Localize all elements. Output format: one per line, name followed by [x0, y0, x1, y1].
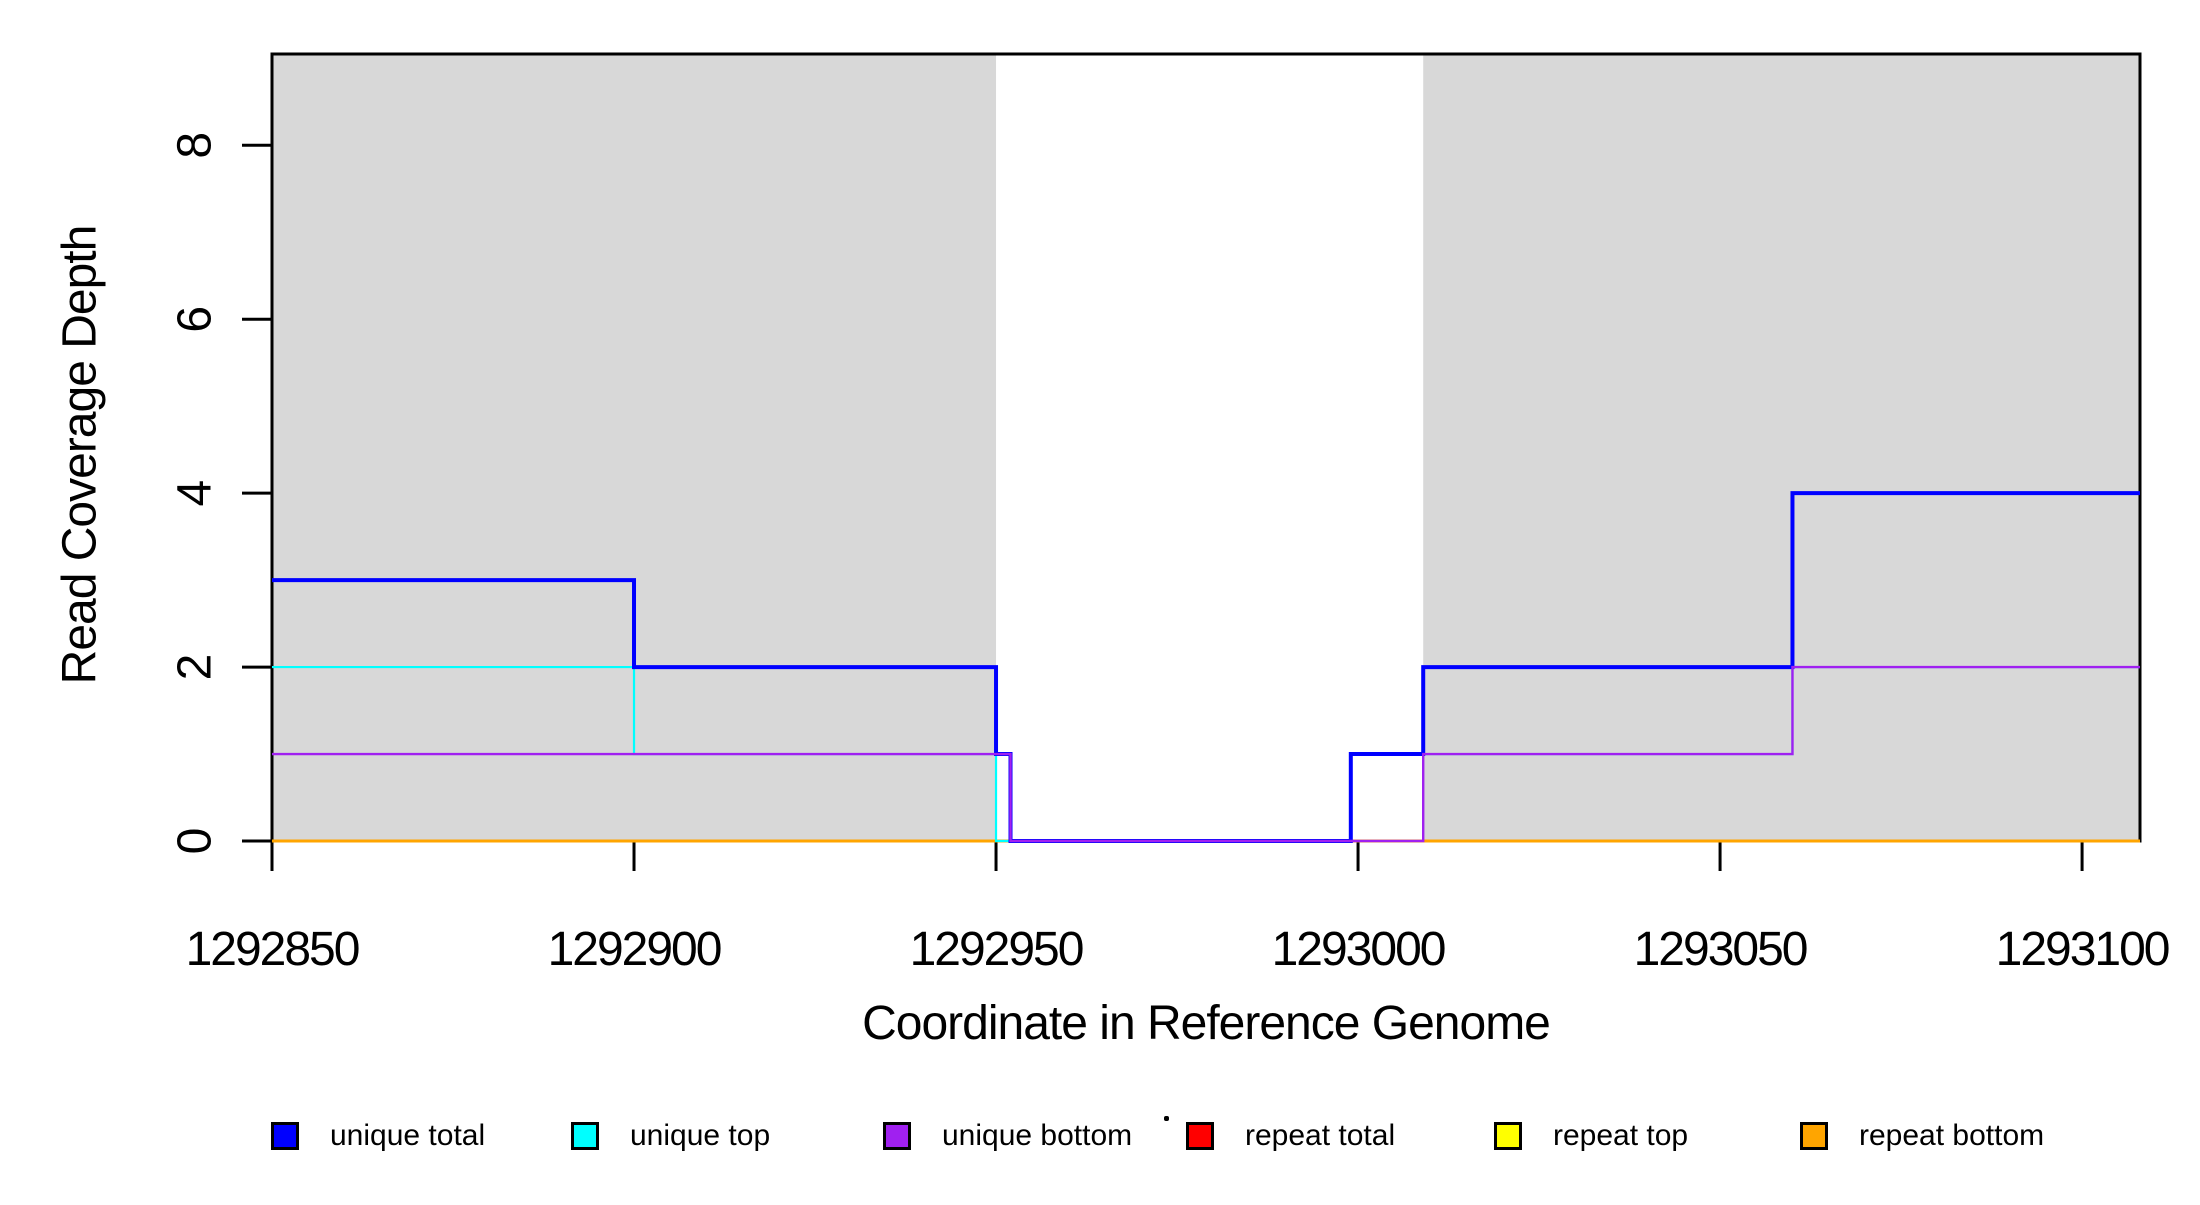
- right-coverage-block: [1423, 55, 2140, 841]
- x-tick-label: 1292850: [186, 923, 359, 976]
- legend-item-unique-top: unique top: [571, 1118, 770, 1154]
- x-tick-label: 1293000: [1272, 923, 1445, 976]
- stray-dot-mark: .: [1164, 1116, 1169, 1121]
- y-axis-title: Read Coverage Depth: [53, 225, 107, 685]
- legend-item-unique-bottom: unique bottom: [883, 1118, 1132, 1154]
- legend-item-repeat-top: repeat top: [1494, 1118, 1688, 1154]
- legend-label: unique total: [330, 1119, 486, 1152]
- legend-swatch-unique-bottom: [883, 1122, 911, 1150]
- x-tick-label: 1293050: [1634, 923, 1807, 976]
- legend: unique total unique top unique bottom repea…: [0, 1118, 2200, 1154]
- legend-item-repeat-total: repeat total: [1186, 1118, 1395, 1154]
- x-tick-label: 1292950: [910, 923, 1083, 976]
- legend-swatch-repeat-top: [1494, 1122, 1522, 1150]
- legend-label: repeat bottom: [1859, 1119, 2045, 1152]
- legend-item-unique-total: unique total: [271, 1118, 485, 1154]
- y-tick-label: 8: [169, 132, 222, 159]
- legend-swatch-repeat-total: [1186, 1122, 1214, 1150]
- x-axis-title: Coordinate in Reference Genome: [862, 997, 1551, 1050]
- x-tick-label: 1293100: [1996, 923, 2169, 976]
- legend-label: unique top: [630, 1119, 771, 1152]
- legend-swatch-unique-top: [571, 1122, 599, 1150]
- y-tick-label: 2: [169, 654, 222, 681]
- x-tick-label: 1292900: [548, 923, 721, 976]
- y-tick-label: 4: [169, 480, 222, 507]
- legend-swatch-repeat-bottom: [1800, 1122, 1828, 1150]
- y-tick-label: 6: [169, 306, 222, 333]
- legend-item-repeat-bottom: repeat bottom: [1800, 1118, 2044, 1154]
- legend-label: unique bottom: [942, 1119, 1133, 1152]
- y-tick-label: 0: [169, 828, 222, 855]
- legend-label: repeat top: [1553, 1119, 1689, 1152]
- legend-label: repeat total: [1245, 1119, 1396, 1152]
- series-unique-bottom: [272, 665, 2140, 843]
- legend-swatch-unique-total: [271, 1122, 299, 1150]
